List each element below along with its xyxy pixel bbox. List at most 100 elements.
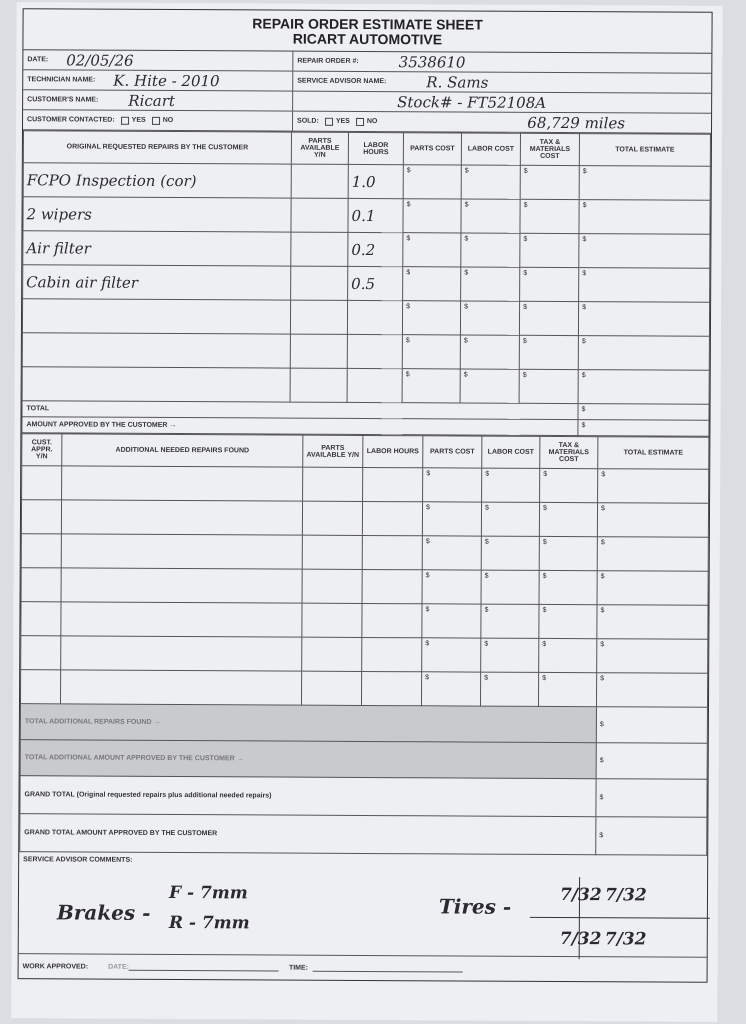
technician-name: K. Hite - 2010	[113, 71, 220, 90]
table-row: Air filter 0.2 $ $ $ $	[22, 230, 710, 269]
column-header: LABOR HOURS	[362, 435, 423, 468]
blank-cell	[361, 671, 422, 706]
blank-cell	[21, 465, 62, 500]
cost-cell: $	[538, 604, 598, 639]
cost-cell: $	[539, 536, 598, 571]
column-header: PARTS COST	[422, 435, 482, 469]
company-name: RICART AUTOMOTIVE	[292, 30, 443, 48]
repair-description: Cabin air filter	[22, 264, 291, 301]
approval-date-field[interactable]	[128, 962, 279, 972]
cost-cell: $	[578, 369, 710, 405]
parts-available	[290, 334, 348, 369]
contacted-no-checkbox[interactable]	[151, 116, 160, 125]
parts-available	[290, 368, 348, 403]
summary-row: TOTAL ADDITIONAL AMOUNT APPROVED BY THE …	[20, 739, 708, 780]
cost-cell: $	[597, 468, 709, 504]
blank-cell	[61, 567, 303, 604]
sold-yes-checkbox[interactable]	[324, 117, 333, 126]
blank-cell	[60, 635, 302, 672]
table-row: $ $ $ $	[22, 332, 710, 371]
advisor-name: R. Sams	[426, 72, 489, 92]
labor-hours: 0.5	[347, 266, 403, 301]
brakes-rear: R - 7mm	[168, 912, 250, 934]
cost-cell: $	[596, 638, 708, 674]
blank-cell	[20, 601, 62, 636]
blank-cell	[21, 567, 62, 602]
customer-name: Ricart	[128, 91, 175, 110]
repair-description: 2 wipers	[22, 196, 292, 233]
cost-cell: $	[461, 164, 521, 200]
blank-cell	[21, 499, 62, 534]
cost-cell: $	[481, 570, 540, 605]
cost-cell: $	[480, 604, 540, 639]
sold-no-checkbox[interactable]	[355, 117, 364, 126]
cost-cell: $	[539, 468, 598, 503]
cost-cell: $	[460, 300, 520, 336]
blank-cell	[61, 465, 303, 502]
stock-number: Stock# - FT52108A	[397, 92, 547, 112]
repair-order-number: 3538610	[398, 52, 466, 72]
column-header: PARTS COST	[403, 132, 462, 165]
cost-cell: $	[402, 300, 461, 335]
contacted-yes-checkbox[interactable]	[120, 116, 129, 125]
cost-cell: $	[597, 536, 709, 572]
summary-label: TOTAL ADDITIONAL REPAIRS FOUND →	[20, 703, 597, 743]
table-row: $ $ $ $	[20, 669, 708, 708]
parts-available	[290, 232, 348, 267]
labor-hours: 0.2	[347, 232, 403, 267]
blank-cell	[302, 569, 363, 604]
cost-cell: $	[519, 335, 579, 370]
approval-time-field[interactable]	[312, 963, 464, 973]
blank-cell	[361, 637, 422, 672]
cost-cell: $	[596, 604, 709, 640]
cost-cell: $	[519, 369, 579, 404]
cost-cell: $	[460, 198, 521, 234]
repair-description	[22, 298, 291, 335]
column-header: TAX & MATERIALS COST	[539, 436, 598, 469]
parts-available	[290, 266, 348, 301]
cost-cell: $	[539, 502, 598, 537]
table-row: $ $ $ $	[20, 635, 708, 674]
labor-hours	[347, 334, 403, 369]
repair-description	[22, 332, 291, 369]
tires-comment: Tires -	[438, 894, 512, 919]
cost-cell: $	[597, 570, 709, 606]
cost-cell: $	[422, 467, 482, 503]
labor-hours: 1.0	[348, 164, 404, 199]
cost-cell: $	[460, 266, 520, 302]
form-title: REPAIR ORDER ESTIMATE SHEET RICART AUTOMO…	[23, 9, 712, 54]
summary-row: GRAND TOTAL (Original requested repairs …	[19, 775, 708, 818]
summary-row: TOTAL ADDITIONAL REPAIRS FOUND → $	[20, 703, 708, 744]
cost-cell: $	[578, 233, 710, 269]
column-header: ORIGINAL REQUESTED REPAIRS BY THE CUSTOM…	[23, 130, 292, 165]
cost-cell: $	[578, 335, 710, 371]
cost-cell: $	[421, 637, 481, 673]
cost-cell: $	[402, 266, 461, 301]
cost-cell: $	[480, 672, 539, 707]
blank-cell	[61, 533, 303, 570]
cost-cell: $	[519, 199, 580, 234]
summary-label: GRAND TOTAL (Original requested repairs …	[19, 775, 597, 817]
summary-amount: $	[577, 403, 710, 421]
blank-cell	[361, 603, 423, 638]
cost-cell: $	[402, 368, 461, 403]
blank-cell	[301, 671, 362, 706]
cost-cell: $	[481, 502, 540, 537]
table-row: $ $ $ $	[21, 465, 709, 504]
blank-cell	[60, 601, 303, 638]
table-row: $ $ $ $	[20, 601, 709, 640]
estimate-form: REPAIR ORDER ESTIMATE SHEET RICART AUTOMO…	[17, 8, 713, 983]
column-header: CUST. APPR. Y/N	[21, 433, 62, 466]
table-row: $ $ $ $	[21, 499, 709, 538]
cost-cell: $	[422, 535, 482, 571]
cost-cell: $	[403, 164, 462, 199]
table-row: FCPO Inspection (cor) 1.0 $ $ $ $	[23, 162, 711, 201]
cost-cell: $	[538, 638, 597, 673]
cost-cell: $	[480, 638, 539, 673]
cost-cell: $	[421, 671, 481, 707]
repair-description: FCPO Inspection (cor)	[23, 162, 292, 199]
blank-cell	[61, 499, 303, 536]
column-header: LABOR COST	[481, 436, 540, 469]
brakes-comment: Brakes -	[56, 900, 151, 925]
blank-cell	[302, 501, 363, 536]
